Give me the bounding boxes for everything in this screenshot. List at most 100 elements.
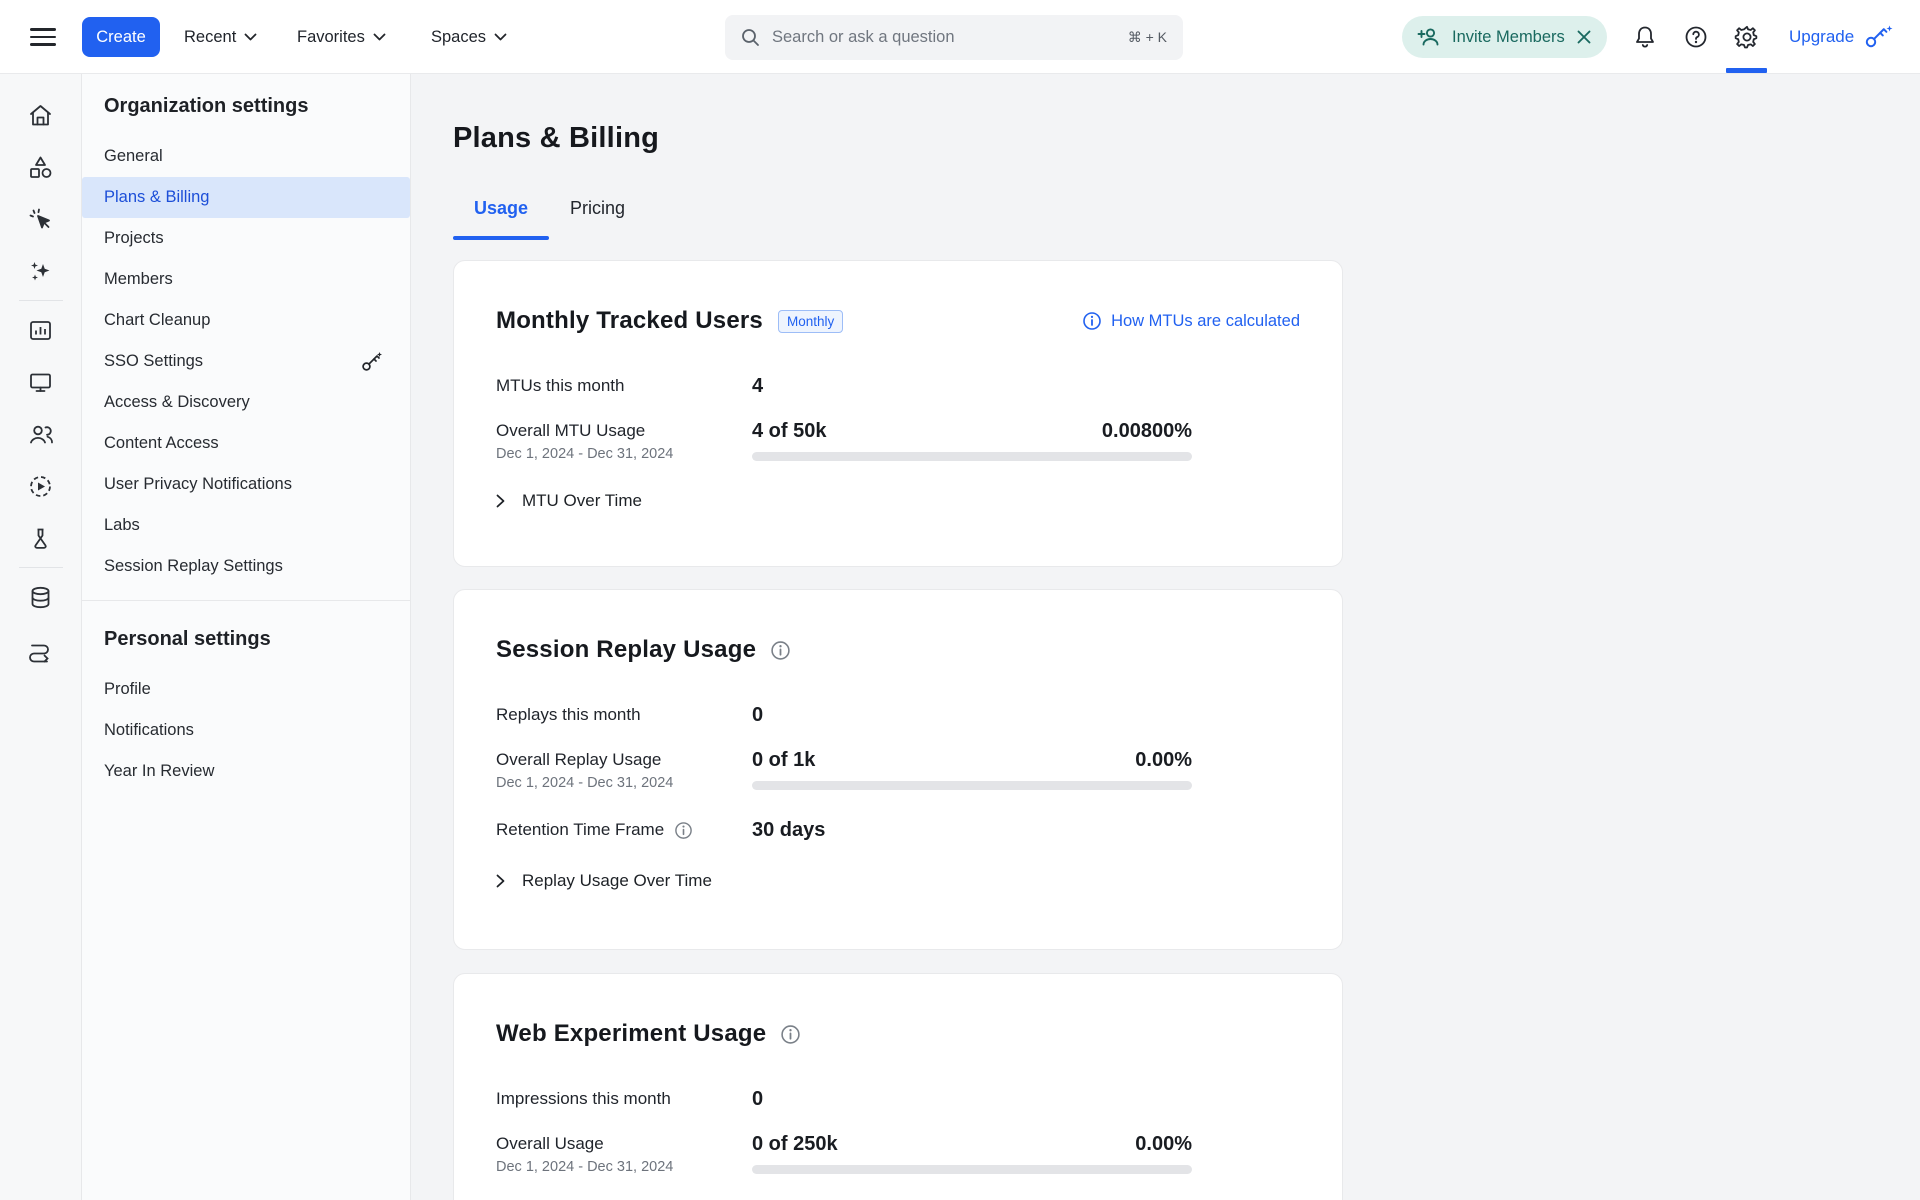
notifications-bell-icon[interactable] (1632, 24, 1658, 50)
shapes-icon[interactable] (0, 141, 82, 193)
search-placeholder: Search or ask a question (772, 28, 1116, 47)
sidebar-item-plans-billing[interactable]: Plans & Billing (82, 177, 410, 218)
add-person-icon (1417, 26, 1441, 48)
sidebar-item-access-discovery[interactable]: Access & Discovery (82, 382, 410, 423)
nav-spaces-dropdown[interactable]: Spaces (431, 0, 507, 74)
sidebar-item-label: General (104, 147, 163, 166)
card-title: Monthly Tracked Users (496, 307, 763, 335)
top-navigation-bar: Create Recent Favorites Spaces Search or… (0, 0, 1920, 74)
sidebar-item-notifications[interactable]: Notifications (82, 710, 410, 751)
search-input[interactable]: Search or ask a question ⌘ + K (725, 15, 1183, 60)
sidebar-item-label: Profile (104, 680, 151, 699)
tab-label: Usage (474, 198, 528, 219)
sparkles-ai-icon[interactable] (0, 245, 82, 297)
sidebar-item-label: Year In Review (104, 762, 214, 781)
sidebar-item-label: Members (104, 270, 173, 289)
row-value: 4 of 50k (752, 419, 826, 443)
billing-tabs: Usage Pricing (453, 198, 1920, 240)
sidebar-item-profile[interactable]: Profile (82, 669, 410, 710)
close-icon[interactable] (1576, 29, 1592, 45)
info-icon[interactable] (780, 1024, 801, 1045)
chevron-right-icon (496, 494, 505, 508)
sidebar-item-label: Labs (104, 516, 140, 535)
org-settings-heading: Organization settings (104, 94, 410, 118)
monthly-tracked-users-card: Monthly Tracked Users Monthly How MTUs a… (453, 260, 1343, 567)
card-title: Web Experiment Usage (496, 1020, 766, 1048)
sidebar-item-content-access[interactable]: Content Access (82, 423, 410, 464)
nav-spaces-label: Spaces (431, 28, 486, 47)
usage-progress-bar (752, 452, 1192, 461)
sidebar-item-label: Session Replay Settings (104, 557, 283, 576)
sidebar-item-year-in-review[interactable]: Year In Review (82, 751, 410, 792)
upgrade-link[interactable]: Upgrade (1789, 0, 1897, 74)
row-value: 0 (752, 1087, 1192, 1111)
row-value: 30 days (752, 818, 1192, 842)
how-mtus-calculated-link[interactable]: How MTUs are calculated (1082, 311, 1300, 331)
row-value: 0 of 250k (752, 1132, 838, 1156)
monthly-badge: Monthly (778, 310, 843, 333)
sidebar-item-user-privacy-notifications[interactable]: User Privacy Notifications (82, 464, 410, 505)
invite-members-label: Invite Members (1452, 28, 1565, 47)
sidebar-item-label: User Privacy Notifications (104, 475, 292, 494)
nav-recent-label: Recent (184, 28, 236, 47)
card-title: Session Replay Usage (496, 636, 756, 664)
sidebar-item-chart-cleanup[interactable]: Chart Cleanup (82, 300, 410, 341)
row-value: 0 of 1k (752, 748, 815, 772)
hamburger-menu-icon[interactable] (30, 25, 56, 49)
upgrade-label: Upgrade (1789, 27, 1854, 47)
nav-recent-dropdown[interactable]: Recent (184, 0, 257, 74)
row-date-range: Dec 1, 2024 - Dec 31, 2024 (496, 446, 752, 462)
create-button[interactable]: Create (82, 17, 160, 57)
sidebar-item-label: Projects (104, 229, 164, 248)
experiment-flask-icon[interactable] (0, 512, 82, 564)
row-percent: 0.00% (1135, 1133, 1192, 1156)
chevron-down-icon (373, 33, 386, 41)
sidebar-item-label: Plans & Billing (104, 188, 209, 207)
sidebar-divider (82, 600, 410, 601)
mtu-over-time-toggle[interactable]: MTU Over Time (496, 491, 1300, 511)
nav-favorites-dropdown[interactable]: Favorites (297, 0, 386, 74)
info-icon (1082, 311, 1102, 331)
database-icon[interactable] (0, 571, 82, 623)
session-replay-icon[interactable] (0, 460, 82, 512)
search-icon (741, 28, 760, 47)
settings-gear-icon[interactable] (1734, 24, 1760, 50)
info-icon[interactable] (770, 640, 791, 661)
chevron-right-icon (496, 874, 505, 888)
main-content: Plans & Billing Usage Pricing Monthly Tr… (411, 74, 1920, 1200)
info-icon[interactable] (674, 821, 693, 840)
home-icon[interactable] (0, 89, 82, 141)
tab-label: Pricing (570, 198, 625, 219)
monitor-icon[interactable] (0, 356, 82, 408)
row-date-range: Dec 1, 2024 - Dec 31, 2024 (496, 775, 752, 791)
invite-members-button[interactable]: Invite Members (1402, 16, 1607, 58)
personal-settings-heading: Personal settings (104, 627, 410, 651)
tab-pricing[interactable]: Pricing (549, 198, 646, 240)
sidebar-item-general[interactable]: General (82, 136, 410, 177)
sidebar-item-members[interactable]: Members (82, 259, 410, 300)
collapsible-label: Replay Usage Over Time (522, 871, 712, 891)
sidebar-item-sso-settings[interactable]: SSO Settings (82, 341, 410, 382)
upgrade-key-icon (1863, 24, 1897, 50)
replay-usage-over-time-toggle[interactable]: Replay Usage Over Time (496, 871, 1300, 891)
sidebar-item-projects[interactable]: Projects (82, 218, 410, 259)
usage-progress-bar (752, 781, 1192, 790)
row-label: MTUs this month (496, 374, 752, 398)
sidebar-item-label: Access & Discovery (104, 393, 250, 412)
users-icon[interactable] (0, 408, 82, 460)
chevron-down-icon (494, 33, 507, 41)
collapsible-label: MTU Over Time (522, 491, 642, 511)
tab-usage[interactable]: Usage (453, 198, 549, 240)
row-percent: 0.00800% (1102, 420, 1192, 443)
cursor-click-icon[interactable] (0, 193, 82, 245)
active-tab-underline (453, 236, 549, 240)
row-date-range: Dec 1, 2024 - Dec 31, 2024 (496, 1159, 752, 1175)
sidebar-item-labs[interactable]: Labs (82, 505, 410, 546)
data-flow-icon[interactable] (0, 623, 82, 675)
sidebar-item-label: Notifications (104, 721, 194, 740)
charts-panel-icon[interactable] (0, 304, 82, 356)
rail-divider (19, 567, 63, 568)
row-label: Overall MTU Usage (496, 419, 752, 443)
help-icon[interactable] (1683, 24, 1709, 50)
sidebar-item-session-replay-settings[interactable]: Session Replay Settings (82, 546, 410, 587)
